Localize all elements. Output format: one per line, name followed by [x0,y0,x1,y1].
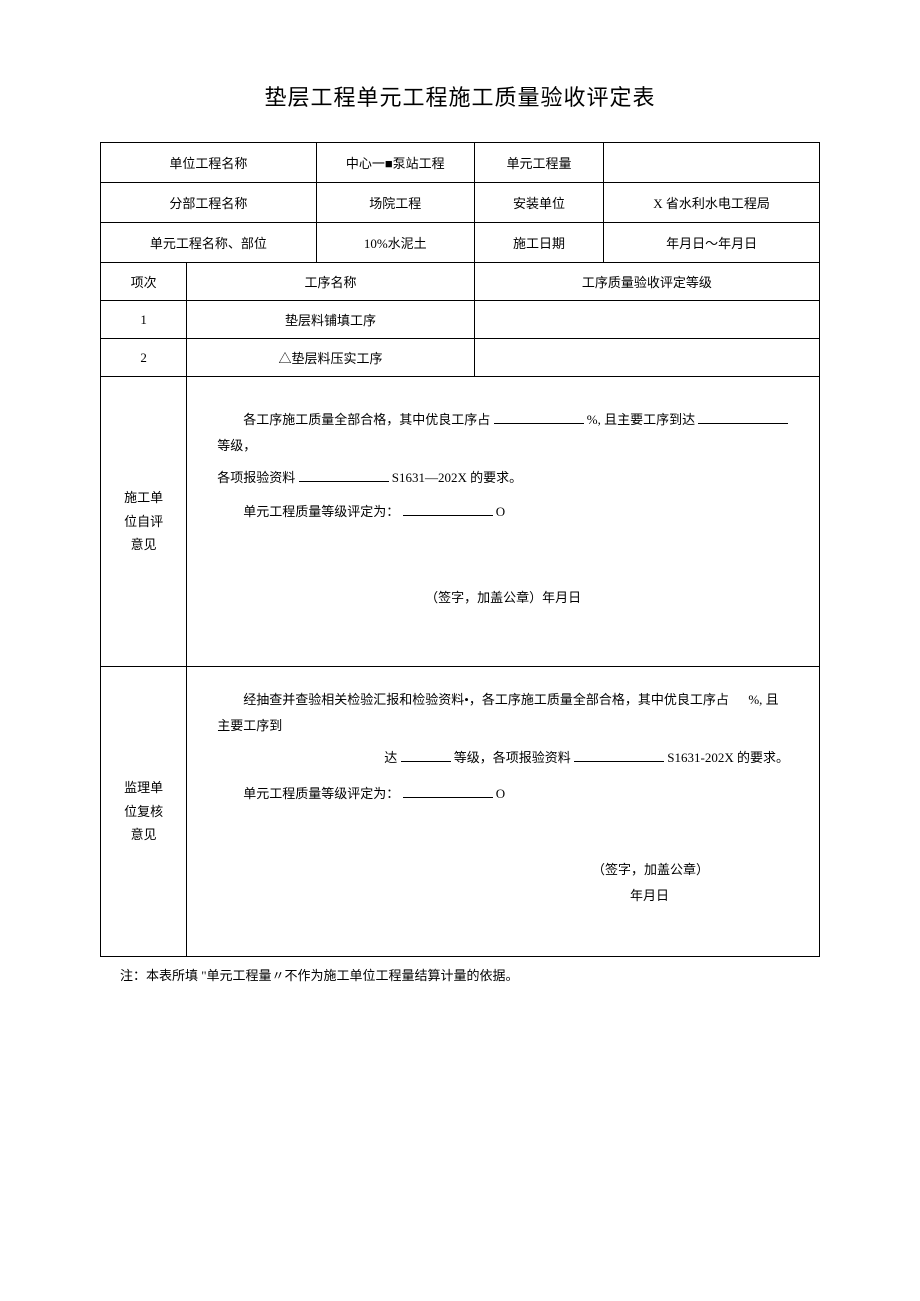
signature-date: 年月日 [217,883,789,909]
value-section-project: 场院工程 [316,183,474,223]
text: O [496,504,505,519]
value-unit-project: 中心一■泵站工程 [316,143,474,183]
gx-grade [474,301,819,339]
table-row: 单元工程名称、部位 10%水泥土 施工日期 年月日～年月日 [101,223,820,263]
table-row: 1 垫层料铺填工序 [101,301,820,339]
blank-field[interactable] [401,749,451,762]
footnote: 注：本表所填 "单元工程量〃不作为施工单位工程量结算计量的依据。 [100,965,820,984]
text: 各项报验资料 [217,470,295,485]
value-construct-date: 年月日～年月日 [604,223,820,263]
self-opinion-content: 各工序施工质量全部合格，其中优良工序占 %, 且主要工序到达 等级， 各项报验资… [187,377,820,667]
review-opinion-content: 经抽查并查验相关检验汇报和检验资料•，各工序施工质量全部合格，其中优良工序占 %… [187,667,820,957]
review-opinion-label: 监理单位复核意见 [101,667,187,957]
col-gx-grade: 工序质量验收评定等级 [474,263,819,301]
text: S1631-202X 的要求。 [667,750,789,765]
signature-line: （签字，加盖公章）年月日 [217,585,789,611]
blank-field[interactable] [403,503,493,516]
review-opinion-row: 监理单位复核意见 经抽查并查验相关检验汇报和检验资料•，各工序施工质量全部合格，… [101,667,820,957]
self-opinion-label: 施工单位自评意见 [101,377,187,667]
table-row: 分部工程名称 场院工程 安装单位 X 省水利水电工程局 [101,183,820,223]
seq-no: 2 [101,339,187,377]
blank-field[interactable] [494,411,584,424]
label-section-project: 分部工程名称 [101,183,317,223]
blank-field[interactable] [403,785,493,798]
text: 等级，各项报验资料 [454,750,571,765]
table-row: 项次 工序名称 工序质量验收评定等级 [101,263,820,301]
text: 等级， [217,438,256,453]
text: 单元工程质量等级评定为： [243,786,399,801]
evaluation-table: 单位工程名称 中心一■泵站工程 单元工程量 分部工程名称 场院工程 安装单位 X… [100,142,820,957]
label-install-unit: 安装单位 [474,183,603,223]
label-element-name: 单元工程名称、部位 [101,223,317,263]
value-unit-qty [604,143,820,183]
blank-field[interactable] [574,749,664,762]
text: 各工序施工质量全部合格，其中优良工序占 [243,412,490,427]
text: 达 [384,750,397,765]
table-row: 2 △垫层料压实工序 [101,339,820,377]
value-install-unit: X 省水利水电工程局 [604,183,820,223]
label-unit-project: 单位工程名称 [101,143,317,183]
gx-grade [474,339,819,377]
text: %, 且主要工序到达 [587,412,695,427]
self-opinion-row: 施工单位自评意见 各工序施工质量全部合格，其中优良工序占 %, 且主要工序到达 … [101,377,820,667]
text: S1631—202X 的要求。 [392,470,522,485]
value-element-name: 10%水泥土 [316,223,474,263]
gx-name: △垫层料压实工序 [187,339,475,377]
gx-name: 垫层料铺填工序 [187,301,475,339]
col-seq: 项次 [101,263,187,301]
label-unit-qty: 单元工程量 [474,143,603,183]
text: 单元工程质量等级评定为： [243,504,399,519]
blank-field[interactable] [299,469,389,482]
blank-field[interactable] [698,411,788,424]
text: O [496,786,505,801]
signature-line: （签字，加盖公章） [217,857,789,883]
text: 经抽查并查验相关检验汇报和检验资料•，各工序施工质量全部合格，其中优良工序占 [243,692,729,707]
seq-no: 1 [101,301,187,339]
label-construct-date: 施工日期 [474,223,603,263]
table-row: 单位工程名称 中心一■泵站工程 单元工程量 [101,143,820,183]
page-title: 垫层工程单元工程施工质量验收评定表 [100,80,820,112]
col-gx-name: 工序名称 [187,263,475,301]
